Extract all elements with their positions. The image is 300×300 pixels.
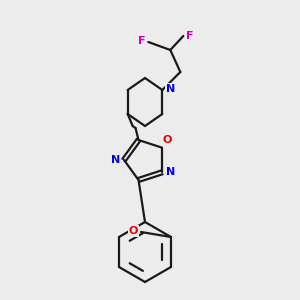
Text: N: N bbox=[166, 84, 176, 94]
Text: F: F bbox=[138, 36, 145, 46]
Text: O: O bbox=[163, 135, 172, 145]
Text: N: N bbox=[111, 155, 120, 165]
Text: O: O bbox=[129, 226, 138, 236]
Text: N: N bbox=[166, 167, 175, 177]
Text: F: F bbox=[186, 31, 194, 41]
